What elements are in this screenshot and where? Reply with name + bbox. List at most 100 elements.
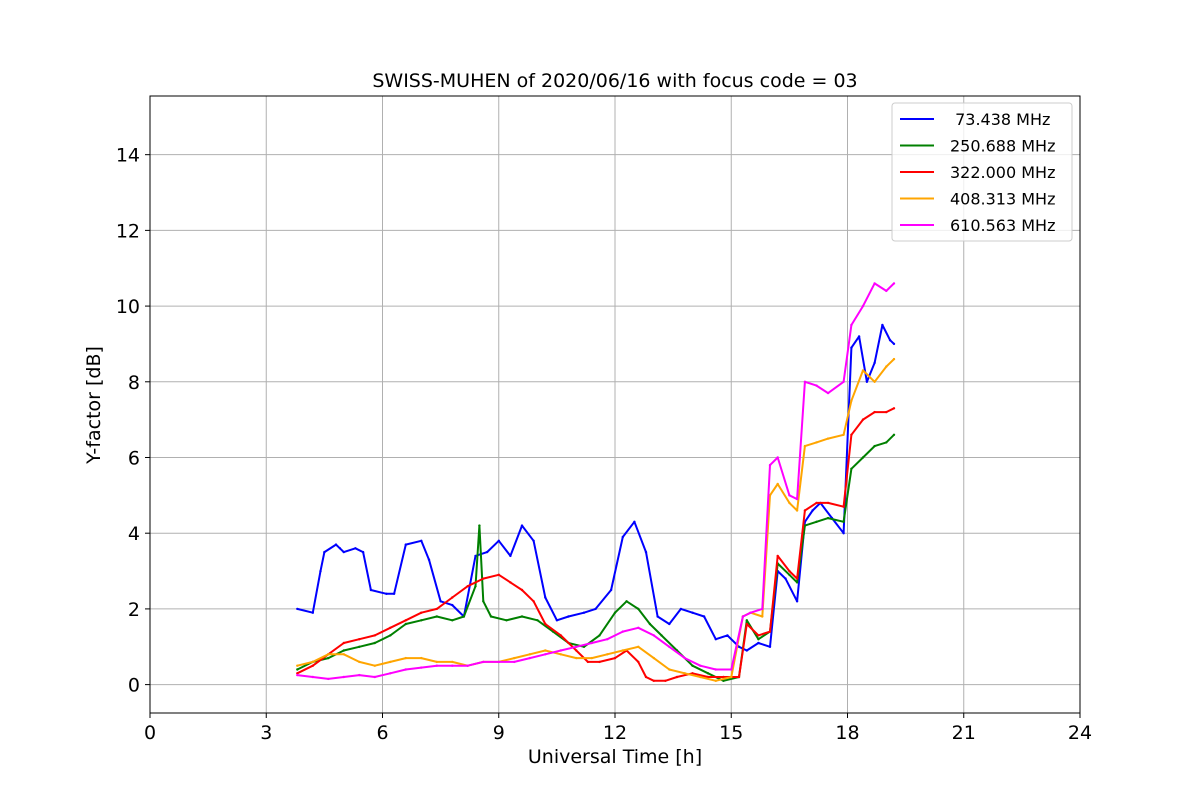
series-1-point [861,456,865,459]
series-2-point [637,660,640,664]
series-1-point [625,600,628,603]
series-0-point [737,645,741,648]
series-3-point [296,664,299,667]
series-1-point [892,433,896,436]
series-1-point [803,524,807,527]
series-4-point [788,494,791,497]
series-3-point [850,399,853,402]
series-1-point [598,634,601,637]
series-2-point [722,675,725,679]
series-3-point [842,433,845,436]
series-2-point [776,554,779,558]
series-2-point [420,611,423,614]
series-4-point [513,660,516,664]
series-1-point [660,634,663,637]
series-0-point [811,509,814,512]
series-0-point [334,543,338,546]
series-1-point [482,600,485,603]
series-4-point [590,641,593,645]
series-3-point [699,675,702,679]
series-0-point [485,550,489,554]
series-0-point [323,550,326,554]
series-2-point [842,505,845,508]
series-0-point [567,615,570,618]
series-4-point [768,463,772,467]
series-0-point [745,649,748,652]
series-0-point [714,638,717,641]
series-0-point [451,603,454,607]
series-0-point [296,607,299,611]
series-3-point [815,441,818,444]
series-2-point [815,501,818,505]
series-4-point [761,607,764,611]
series-3-point [683,672,686,675]
series-4-point [389,672,392,675]
series-2-point [296,672,299,675]
series-4-point [683,656,686,660]
series-3-point [885,365,888,368]
y-tick-label: 2 [128,599,140,621]
series-3-point [559,653,562,656]
series-0-point [338,547,342,550]
series-3-point [803,444,807,448]
series-2-point [826,501,830,505]
series-0-point [888,339,892,342]
series-0-point [850,346,853,349]
y-tick-label: 6 [128,447,140,469]
series-4-point [885,289,888,293]
series-1-point [451,619,454,622]
series-0-point [609,588,613,592]
series-2-point [613,656,617,660]
series-3-point [342,653,345,656]
series-1-point [358,645,361,648]
series-2-point [706,675,710,679]
series-2-point [675,675,679,679]
x-tick-label: 18 [835,722,859,744]
series-4-point [435,664,438,667]
series-0-point [497,539,500,542]
series-2-point [497,573,500,576]
series-4-point [873,282,876,285]
series-2-point [586,660,590,664]
x-tick-label: 0 [144,722,156,744]
series-4-point [358,673,361,677]
series-4-point [606,638,609,641]
series-4-point [652,634,655,637]
y-tick-label: 0 [128,675,140,697]
series-0-point [656,615,659,618]
series-1-point [582,645,586,648]
series-1-point [342,649,345,652]
series-0-point [392,592,396,595]
series-0-point [784,577,787,580]
series-0-point [369,588,373,592]
x-tick-label: 21 [952,722,976,744]
series-3-point [404,656,407,660]
series-3-point [435,660,438,664]
series-1-point [404,622,407,626]
series-0-point [594,607,597,611]
series-3-point [892,357,896,361]
series-1-point [505,619,508,622]
series-4-point [741,615,745,618]
series-1-point [435,615,438,618]
series-4-point [497,660,500,664]
series-2-point [737,675,741,679]
y-axis-label: Y-factor [dB] [83,346,105,465]
series-3-point [575,656,578,660]
series-4-point [528,656,531,660]
series-0-point [427,558,431,561]
series-2-point [644,675,648,679]
series-2-point [404,619,407,622]
series-3-point [861,369,865,372]
series-4-point [730,668,733,671]
legend-box [891,102,1073,242]
legend-label-0: 73.438 MHz [950,110,1050,129]
series-4-point [342,675,345,679]
series-1-point [850,467,853,470]
series-2-point [788,569,791,573]
series-3-point [621,649,624,652]
series-2-point [520,588,524,592]
y-tick-label: 8 [128,372,140,394]
series-2-point [803,509,807,512]
